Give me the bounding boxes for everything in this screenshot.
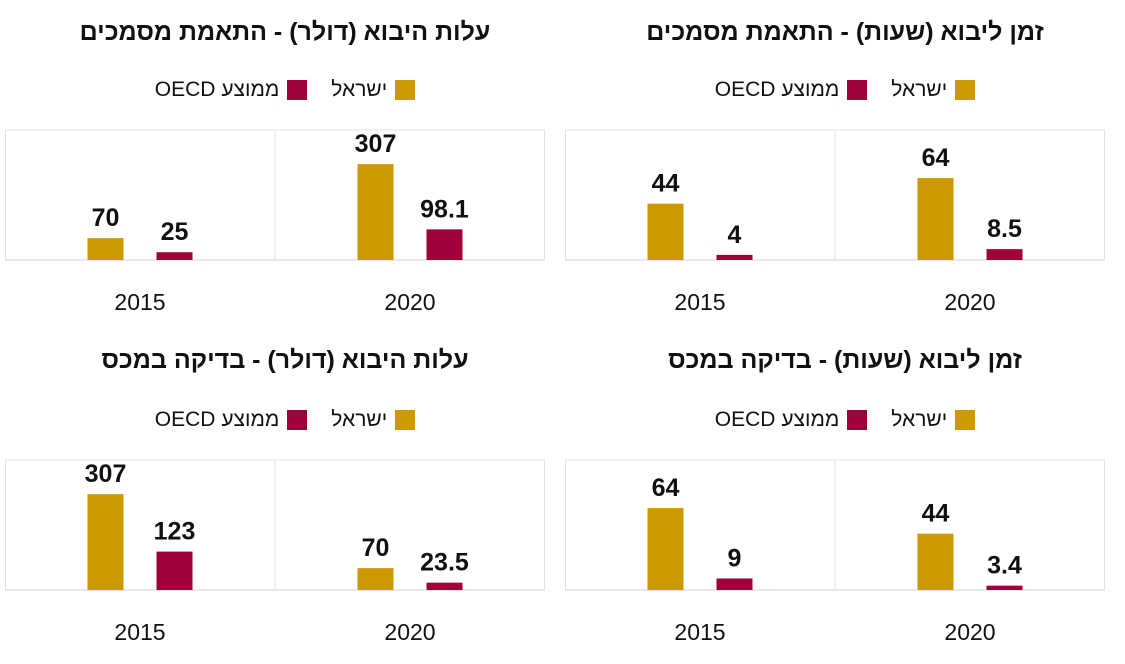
bar-oecd-2020: [426, 582, 463, 590]
legend-item-israel: ישראל: [891, 78, 976, 102]
chart-panel-import-cost-documents: עלות היבוא (דולר) - התאמת מסמכים ישראל מ…: [5, 0, 565, 330]
legend-item-oecd: ממוצע OECD: [715, 78, 868, 102]
chart-legend: ישראל ממוצע OECD: [5, 78, 565, 102]
chart-title: זמן ליבוא (שעות) - בדיקה במכס: [668, 346, 1022, 374]
data-label: 70: [362, 534, 390, 562]
x-tick-label: 2015: [674, 619, 725, 645]
chart-title: עלות היבוא (דולר) - התאמת מסמכים: [79, 18, 491, 46]
chart-panel-import-cost-customs: עלות היבוא (דולר) - בדיקה במכס ישראל ממו…: [5, 332, 565, 662]
data-label: 98.1: [420, 195, 469, 223]
chart-title: עלות היבוא (דולר) - בדיקה במכס: [101, 346, 469, 374]
bar-israel-2015: [647, 508, 684, 590]
x-tick-label: 2020: [384, 289, 435, 315]
chart-legend: ישראל ממוצע OECD: [565, 408, 1125, 432]
bar-israel-2020: [917, 178, 954, 260]
chart-title: זמן ליבוא (שעות) - התאמת מסמכים: [646, 18, 1044, 46]
bar-oecd-2020: [986, 249, 1023, 260]
chart-plot: 70 23.5 2020 307 123 2015: [5, 459, 545, 645]
data-label: 64: [652, 474, 680, 502]
bar-oecd-2015: [156, 252, 193, 260]
bar-israel-2020: [357, 164, 394, 260]
legend-swatch-israel: [395, 80, 416, 100]
data-label: 25: [161, 218, 189, 246]
bar-oecd-2020: [986, 585, 1023, 590]
data-label: 23.5: [420, 549, 469, 577]
legend-swatch-israel: [955, 80, 976, 100]
chart-legend: ישראל ממוצע OECD: [565, 78, 1125, 102]
legend-swatch-oecd: [287, 80, 308, 100]
legend-label-israel: ישראל: [891, 78, 948, 101]
x-tick-label: 2015: [114, 289, 165, 315]
legend-item-oecd: ממוצע OECD: [155, 78, 308, 102]
data-label: 307: [85, 460, 127, 488]
legend-swatch-oecd: [847, 410, 868, 430]
legend-item-oecd: ממוצע OECD: [155, 408, 308, 432]
bar-israel-2015: [87, 238, 124, 260]
data-label: 44: [922, 500, 950, 528]
bar-israel-2020: [917, 533, 954, 590]
legend-item-israel: ישראל: [891, 408, 976, 432]
chart-plot: 44 3.4 2020 64 9 2015: [565, 459, 1105, 645]
bar-oecd-2015: [716, 578, 753, 590]
legend-label-oecd: ממוצע OECD: [714, 78, 840, 101]
legend-swatch-oecd: [287, 410, 308, 430]
legend-label-oecd: ממוצע OECD: [714, 408, 840, 431]
data-label: 123: [154, 518, 196, 546]
bar-oecd-2020: [426, 229, 463, 260]
data-label: 8.5: [987, 215, 1022, 243]
legend-swatch-israel: [395, 410, 416, 430]
legend-label-israel: ישראל: [891, 408, 948, 431]
data-label: 3.4: [987, 552, 1022, 580]
x-tick-label: 2015: [114, 619, 165, 645]
legend-swatch-israel: [955, 410, 976, 430]
data-label: 4: [728, 221, 742, 249]
legend-item-israel: ישראל: [331, 78, 416, 102]
legend-item-israel: ישראל: [331, 408, 416, 432]
bar-israel-2015: [87, 494, 124, 590]
x-tick-label: 2015: [674, 289, 725, 315]
bar-israel-2015: [647, 203, 684, 260]
legend-item-oecd: ממוצע OECD: [715, 408, 868, 432]
chart-panel-import-time-customs: זמן ליבוא (שעות) - בדיקה במכס ישראל ממוצ…: [565, 332, 1125, 662]
data-label: 70: [92, 204, 120, 232]
bar-oecd-2015: [716, 254, 753, 260]
bar-oecd-2015: [156, 551, 193, 590]
x-tick-label: 2020: [944, 619, 995, 645]
chart-panel-import-time-documents: זמן ליבוא (שעות) - התאמת מסמכים ישראל ממ…: [565, 0, 1125, 330]
legend-label-israel: ישראל: [331, 408, 388, 431]
data-label: 9: [728, 544, 742, 572]
legend-swatch-oecd: [847, 80, 868, 100]
x-tick-label: 2020: [384, 619, 435, 645]
legend-label-oecd: ממוצע OECD: [154, 78, 280, 101]
data-label: 44: [652, 170, 680, 198]
bar-israel-2020: [357, 568, 394, 590]
chart-legend: ישראל ממוצע OECD: [5, 408, 565, 432]
x-tick-label: 2020: [944, 289, 995, 315]
chart-plot: 307 98.1 2020 70 25 2015: [5, 129, 545, 315]
legend-label-israel: ישראל: [331, 78, 388, 101]
data-label: 64: [922, 144, 950, 172]
legend-label-oecd: ממוצע OECD: [154, 408, 280, 431]
data-label: 307: [355, 130, 397, 158]
